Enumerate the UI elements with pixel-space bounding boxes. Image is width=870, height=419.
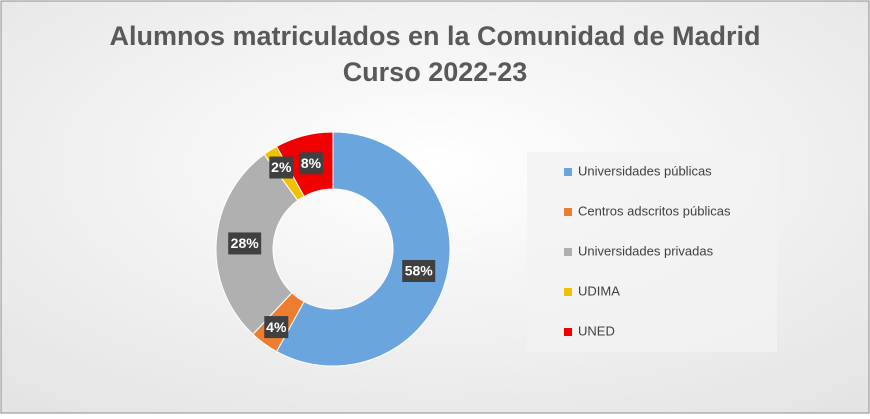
data-label-box (264, 316, 289, 339)
data-label: 2% (271, 159, 292, 175)
legend-label: Universidades privadas (578, 243, 714, 258)
data-label-box (228, 232, 262, 255)
legend-marker (564, 208, 572, 216)
legend-marker (564, 168, 572, 176)
data-label-box (269, 156, 294, 179)
data-label: 8% (301, 155, 322, 171)
data-label-box (298, 152, 323, 175)
data-label: 4% (266, 319, 287, 335)
legend-label: Universidades públicas (578, 163, 712, 178)
data-label-box (402, 260, 436, 283)
legend-label: Centros adscritos públicas (578, 203, 731, 218)
legend-marker (564, 328, 572, 336)
legend-marker (564, 248, 572, 256)
data-label: 28% (231, 235, 260, 251)
legend-label: UDIMA (578, 283, 620, 298)
chart-subtitle: Curso 2022-23 (343, 57, 528, 87)
legend-marker (564, 288, 572, 296)
legend-label: UNED (578, 323, 615, 338)
donut-slice (275, 131, 451, 367)
chart-title: Alumnos matriculados en la Comunidad de … (109, 21, 760, 51)
data-label: 58% (405, 263, 434, 279)
